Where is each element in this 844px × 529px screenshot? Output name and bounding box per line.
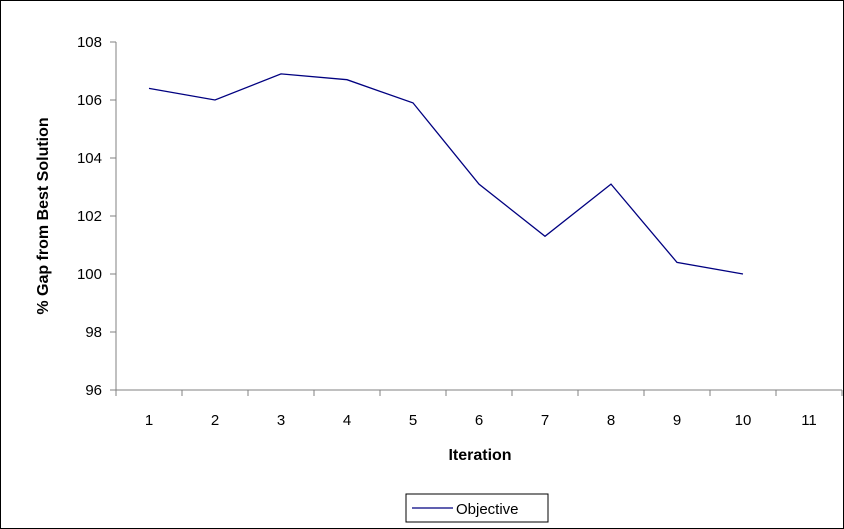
x-tick-label: 3	[277, 412, 285, 429]
data-point	[147, 86, 152, 91]
y-tick-label: 108	[77, 34, 102, 51]
data-point	[477, 182, 482, 187]
x-tick-label: 2	[211, 412, 219, 429]
y-tick-label: 104	[77, 150, 102, 167]
x-tick-label: 10	[735, 412, 752, 429]
legend-label-objective: Objective	[456, 501, 519, 518]
x-tick-label: 6	[475, 412, 483, 429]
y-axis-title: % Gap from Best Solution	[35, 117, 52, 314]
data-point	[345, 77, 350, 82]
x-tick-label: 9	[673, 412, 681, 429]
series-layer	[147, 71, 746, 277]
x-tick-label: 5	[409, 412, 417, 429]
legend: Objective	[405, 493, 549, 523]
data-point	[279, 71, 284, 76]
axes: 96 98 100 102 104 106 108 1 2 3 4 5 6 7 8 9 10 11	[77, 34, 843, 429]
x-tick-label: 8	[607, 412, 615, 429]
x-tick-label: 4	[343, 412, 351, 429]
data-point	[411, 100, 416, 105]
y-tick-label: 106	[77, 92, 102, 109]
x-tick-label: 7	[541, 412, 549, 429]
series-line-objective	[148, 73, 744, 275]
y-tick-label: 100	[77, 266, 102, 283]
data-point	[543, 234, 548, 239]
x-tick-label: 11	[801, 412, 817, 429]
data-point	[609, 182, 614, 187]
data-point	[675, 260, 680, 265]
data-point	[741, 272, 746, 277]
x-tick-label: 1	[145, 412, 153, 429]
y-tick-label: 102	[77, 208, 102, 225]
y-tick-label: 96	[85, 382, 102, 399]
data-point	[213, 98, 218, 103]
y-tick-label: 98	[85, 324, 102, 341]
x-axis-title: Iteration	[448, 447, 511, 464]
